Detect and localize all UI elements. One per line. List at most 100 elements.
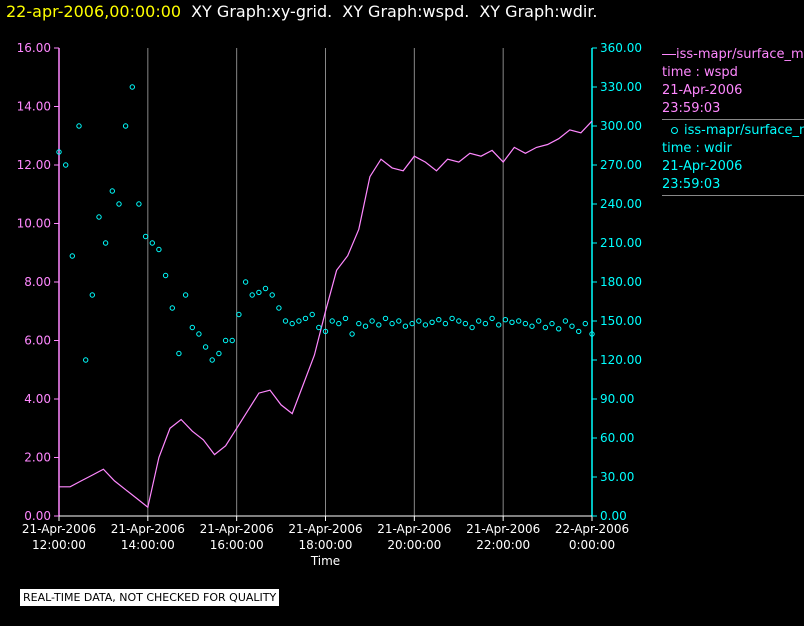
wdir-point xyxy=(549,320,555,327)
wdir-point xyxy=(182,292,189,298)
wdir-point xyxy=(449,315,455,322)
wdir-point xyxy=(122,123,129,129)
wdir-point xyxy=(142,233,149,240)
x-tick-label: 20:00:00 xyxy=(387,538,441,552)
wdir-point xyxy=(96,214,102,220)
left-tick-label: 4.00 xyxy=(24,392,51,406)
wdir-point xyxy=(102,240,109,246)
wdir-point xyxy=(342,315,349,322)
left-tick-label: 6.00 xyxy=(24,334,51,348)
wdir-point xyxy=(496,322,502,328)
right-tick-label: 330.00 xyxy=(600,80,642,94)
wdir-series-points xyxy=(56,84,595,363)
right-tick-label: 180.00 xyxy=(600,275,642,289)
legend-wdir-time: 23:59:03 xyxy=(662,177,721,192)
wdir-point xyxy=(516,318,522,324)
left-tick-label: 2.00 xyxy=(24,451,51,465)
wdir-point xyxy=(462,320,469,327)
left-tick-label: 16.00 xyxy=(17,41,51,55)
x-tick-label: 21-Apr-2006 xyxy=(22,522,96,536)
right-tick-label: 120.00 xyxy=(600,353,642,367)
wdir-point xyxy=(502,317,509,323)
legend: iss-mapr/surface_m time : wspd 21-Apr-20… xyxy=(662,46,804,198)
right-tick-label: 30.00 xyxy=(600,470,634,484)
header-timestamp: 22-apr-2006,00:00:00 xyxy=(6,2,182,21)
wdir-point xyxy=(256,289,262,296)
wdir-point xyxy=(129,84,136,90)
left-tick-label: 10.00 xyxy=(17,217,51,231)
wdir-point xyxy=(62,162,69,168)
wdir-point xyxy=(69,253,76,259)
header-graph-3: XY Graph:wdir. xyxy=(479,2,598,21)
wdir-point xyxy=(222,337,229,344)
wdir-point xyxy=(336,320,342,327)
quality-notice: REAL-TIME DATA, NOT CHECKED FOR QUALITY xyxy=(20,589,280,606)
legend-entry-wdir: iss-mapr/surface_m time : wdir 21-Apr-20… xyxy=(662,122,804,194)
wdir-point xyxy=(509,319,515,325)
left-tick-label: 14.00 xyxy=(17,100,51,114)
wdir-point xyxy=(329,318,335,324)
line-sample-icon xyxy=(662,54,676,55)
left-tick-label: 8.00 xyxy=(24,275,51,289)
wdir-point xyxy=(169,305,176,311)
wdir-point xyxy=(456,318,462,324)
wdir-point xyxy=(236,311,242,318)
x-tick-label: 22:00:00 xyxy=(476,538,530,552)
x-tick-label: 0:00:00 xyxy=(569,538,615,552)
right-tick-label: 60.00 xyxy=(600,431,634,445)
right-tick-label: 360.00 xyxy=(600,41,642,55)
legend-wspd-time: 23:59:03 xyxy=(662,101,721,116)
wdir-point xyxy=(416,318,422,324)
wdir-point xyxy=(436,317,442,323)
wdir-point xyxy=(56,149,62,155)
right-tick-label: 0.00 xyxy=(600,509,627,523)
wdir-point xyxy=(389,320,395,327)
wdir-point xyxy=(216,350,222,357)
wdir-point xyxy=(202,344,209,350)
wdir-point xyxy=(196,331,202,337)
wdir-point xyxy=(536,318,542,324)
circle-sample-icon xyxy=(671,126,678,134)
wdir-point xyxy=(262,285,269,292)
wdir-point xyxy=(582,320,588,327)
x-tick-label: 16:00:00 xyxy=(210,538,264,552)
wdir-point xyxy=(269,292,275,298)
wdir-point xyxy=(89,292,96,298)
wdir-point xyxy=(156,246,162,253)
wdir-point xyxy=(296,318,302,324)
wdir-point xyxy=(302,315,309,322)
wdir-point xyxy=(289,320,295,327)
x-tick-label: 21-Apr-2006 xyxy=(111,522,185,536)
wdir-point xyxy=(249,292,255,298)
wdir-point xyxy=(282,318,289,324)
wdir-point xyxy=(176,350,182,357)
wdir-point xyxy=(469,324,475,331)
wdir-point xyxy=(522,320,529,327)
wdir-point xyxy=(376,322,382,328)
wdir-point xyxy=(396,318,402,324)
legend-divider xyxy=(662,119,804,120)
wspd-series-line xyxy=(59,120,593,509)
wdir-point xyxy=(309,311,315,318)
right-tick-label: 300.00 xyxy=(600,119,642,133)
wdir-point xyxy=(149,240,156,246)
wdir-point xyxy=(116,201,122,207)
wdir-point xyxy=(322,328,329,335)
wdir-point xyxy=(276,305,282,311)
wdir-point xyxy=(356,320,362,327)
wdir-point xyxy=(242,279,249,285)
wdir-point xyxy=(576,328,582,335)
wdir-point xyxy=(422,322,429,328)
x-tick-label: 21-Apr-2006 xyxy=(288,522,362,536)
wdir-point xyxy=(556,326,562,332)
wdir-point xyxy=(369,318,375,324)
right-tick-label: 90.00 xyxy=(600,392,634,406)
wdir-point xyxy=(562,318,569,324)
legend-divider xyxy=(662,195,804,196)
left-tick-label: 12.00 xyxy=(17,158,51,172)
x-axis-label: Time xyxy=(310,554,340,568)
legend-wspd-date: 21-Apr-2006 xyxy=(662,83,743,98)
wdir-point xyxy=(529,323,535,329)
wdir-point xyxy=(349,331,355,337)
x-tick-label: 21-Apr-2006 xyxy=(377,522,451,536)
